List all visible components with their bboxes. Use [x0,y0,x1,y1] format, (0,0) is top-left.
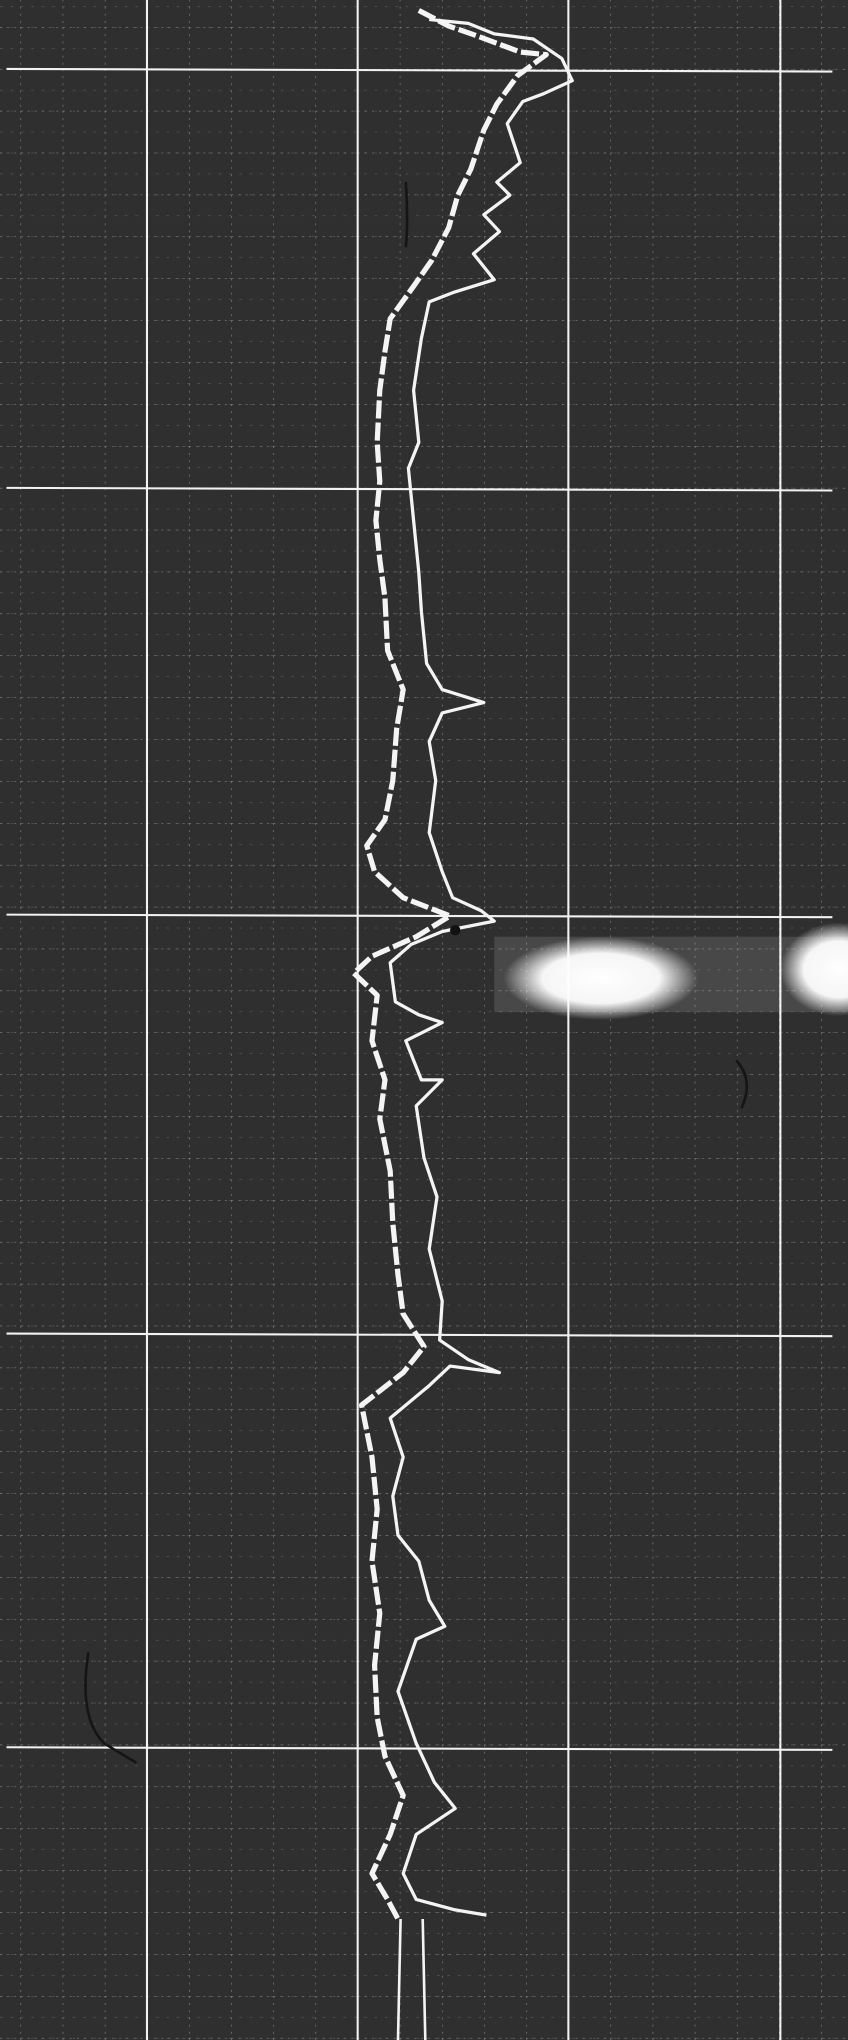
trace-tail [396,1918,402,2040]
light-flare [494,922,848,1020]
trace-left [351,8,549,1921]
scratches [84,182,749,1764]
traces [351,8,574,2040]
speck [450,925,461,936]
